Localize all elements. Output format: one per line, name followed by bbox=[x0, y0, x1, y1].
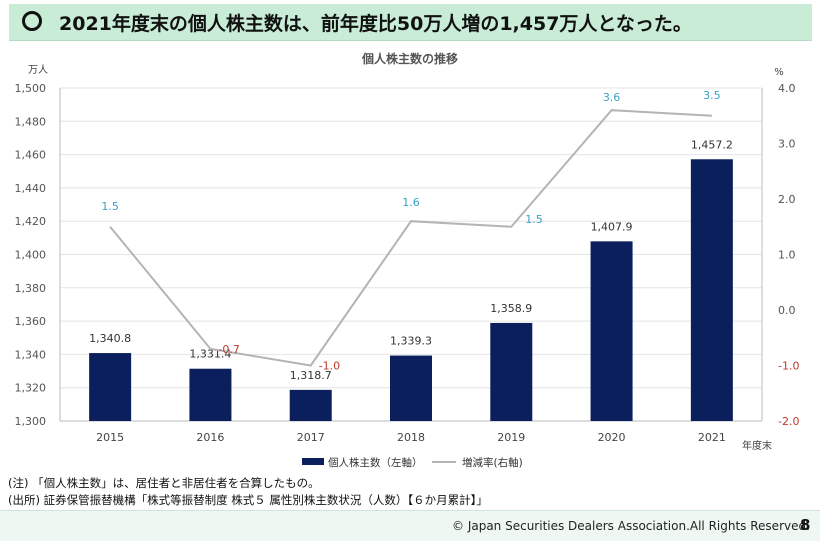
x-axis-label: 年度末 bbox=[742, 439, 772, 452]
right-tick-label: -2.0 bbox=[778, 415, 799, 428]
footer: © Japan Securities Dealers Association.A… bbox=[0, 510, 820, 541]
left-tick-label: 1,460 bbox=[15, 149, 47, 162]
right-tick-label: 1.0 bbox=[778, 249, 796, 262]
left-tick-label: 1,420 bbox=[15, 215, 47, 228]
x-tick-label: 2021 bbox=[698, 431, 726, 444]
right-tick-label: 3.0 bbox=[778, 138, 796, 151]
right-axis-unit: % bbox=[774, 67, 784, 78]
bar bbox=[289, 389, 332, 421]
left-tick-label: 1,380 bbox=[15, 282, 47, 295]
left-tick-label: 1,400 bbox=[15, 249, 47, 262]
legend-line-label: 増減率(右軸) bbox=[462, 456, 523, 469]
left-tick-label: 1,360 bbox=[15, 315, 47, 328]
left-tick-label: 1,440 bbox=[15, 182, 47, 195]
legend-bar-label: 個人株主数（左軸） bbox=[328, 456, 423, 469]
right-tick-label: -1.0 bbox=[778, 360, 799, 373]
left-tick-label: 1,320 bbox=[15, 382, 47, 395]
bar bbox=[89, 353, 132, 421]
page-number: 8 bbox=[800, 516, 811, 534]
x-tick-label: 2016 bbox=[196, 431, 224, 444]
left-tick-label: 1,340 bbox=[15, 348, 47, 361]
bar bbox=[690, 159, 733, 421]
right-tick-label: 4.0 bbox=[778, 82, 796, 95]
line-data-label: 3.6 bbox=[603, 91, 621, 104]
line-data-label: -1.0 bbox=[319, 360, 340, 373]
legend-bar-swatch bbox=[302, 458, 324, 465]
left-tick-label: 1,300 bbox=[15, 415, 47, 428]
bar bbox=[490, 322, 533, 421]
right-tick-label: 0.0 bbox=[778, 304, 796, 317]
notes: (注) 「個人株主数」は、居住者と非居住者を合算したもの。 (出所) 証券保管振… bbox=[8, 475, 488, 509]
line-data-label: -0.7 bbox=[218, 343, 239, 356]
bar-data-label: 1,407.9 bbox=[591, 220, 633, 233]
copyright-text: © Japan Securities Dealers Association.A… bbox=[452, 519, 810, 533]
note-line: (注) 「個人株主数」は、居住者と非居住者を合算したもの。 bbox=[8, 476, 320, 490]
bar-data-label: 1,358.9 bbox=[490, 302, 532, 315]
title-banner: 2021年度末の個人株主数は、前年度比50万人増の1,457万人となった。 bbox=[9, 4, 812, 41]
line-data-label: 3.5 bbox=[703, 89, 721, 102]
line-data-label: 1.5 bbox=[525, 213, 543, 226]
x-tick-label: 2015 bbox=[96, 431, 124, 444]
line-data-label: 1.6 bbox=[402, 196, 420, 209]
bar-data-label: 1,318.7 bbox=[290, 369, 332, 382]
left-tick-label: 1,500 bbox=[15, 82, 47, 95]
x-tick-label: 2019 bbox=[497, 431, 525, 444]
hollow-circle-icon bbox=[22, 11, 42, 31]
x-tick-label: 2017 bbox=[297, 431, 325, 444]
bar-data-label: 1,457.2 bbox=[691, 138, 733, 151]
x-tick-label: 2018 bbox=[397, 431, 425, 444]
right-tick-label: 2.0 bbox=[778, 193, 796, 206]
x-tick-label: 2020 bbox=[598, 431, 626, 444]
bar-data-label: 1,340.8 bbox=[89, 332, 131, 345]
bar bbox=[390, 355, 432, 421]
source-line: (出所) 証券保管振替機構「株式等振替制度 株式５ 属性別株主数状況（人数）【６… bbox=[8, 493, 488, 507]
bar bbox=[189, 368, 232, 421]
growth-rate-line bbox=[109, 109, 712, 367]
page-title: 2021年度末の個人株主数は、前年度比50万人増の1,457万人となった。 bbox=[59, 13, 692, 35]
bar bbox=[590, 241, 633, 421]
left-axis-unit: 万人 bbox=[28, 64, 48, 76]
line-data-label: 1.5 bbox=[101, 200, 119, 213]
left-tick-label: 1,480 bbox=[15, 115, 47, 128]
bar-data-label: 1,339.3 bbox=[390, 335, 432, 348]
chart-title: 個人株主数の推移 bbox=[361, 51, 458, 66]
